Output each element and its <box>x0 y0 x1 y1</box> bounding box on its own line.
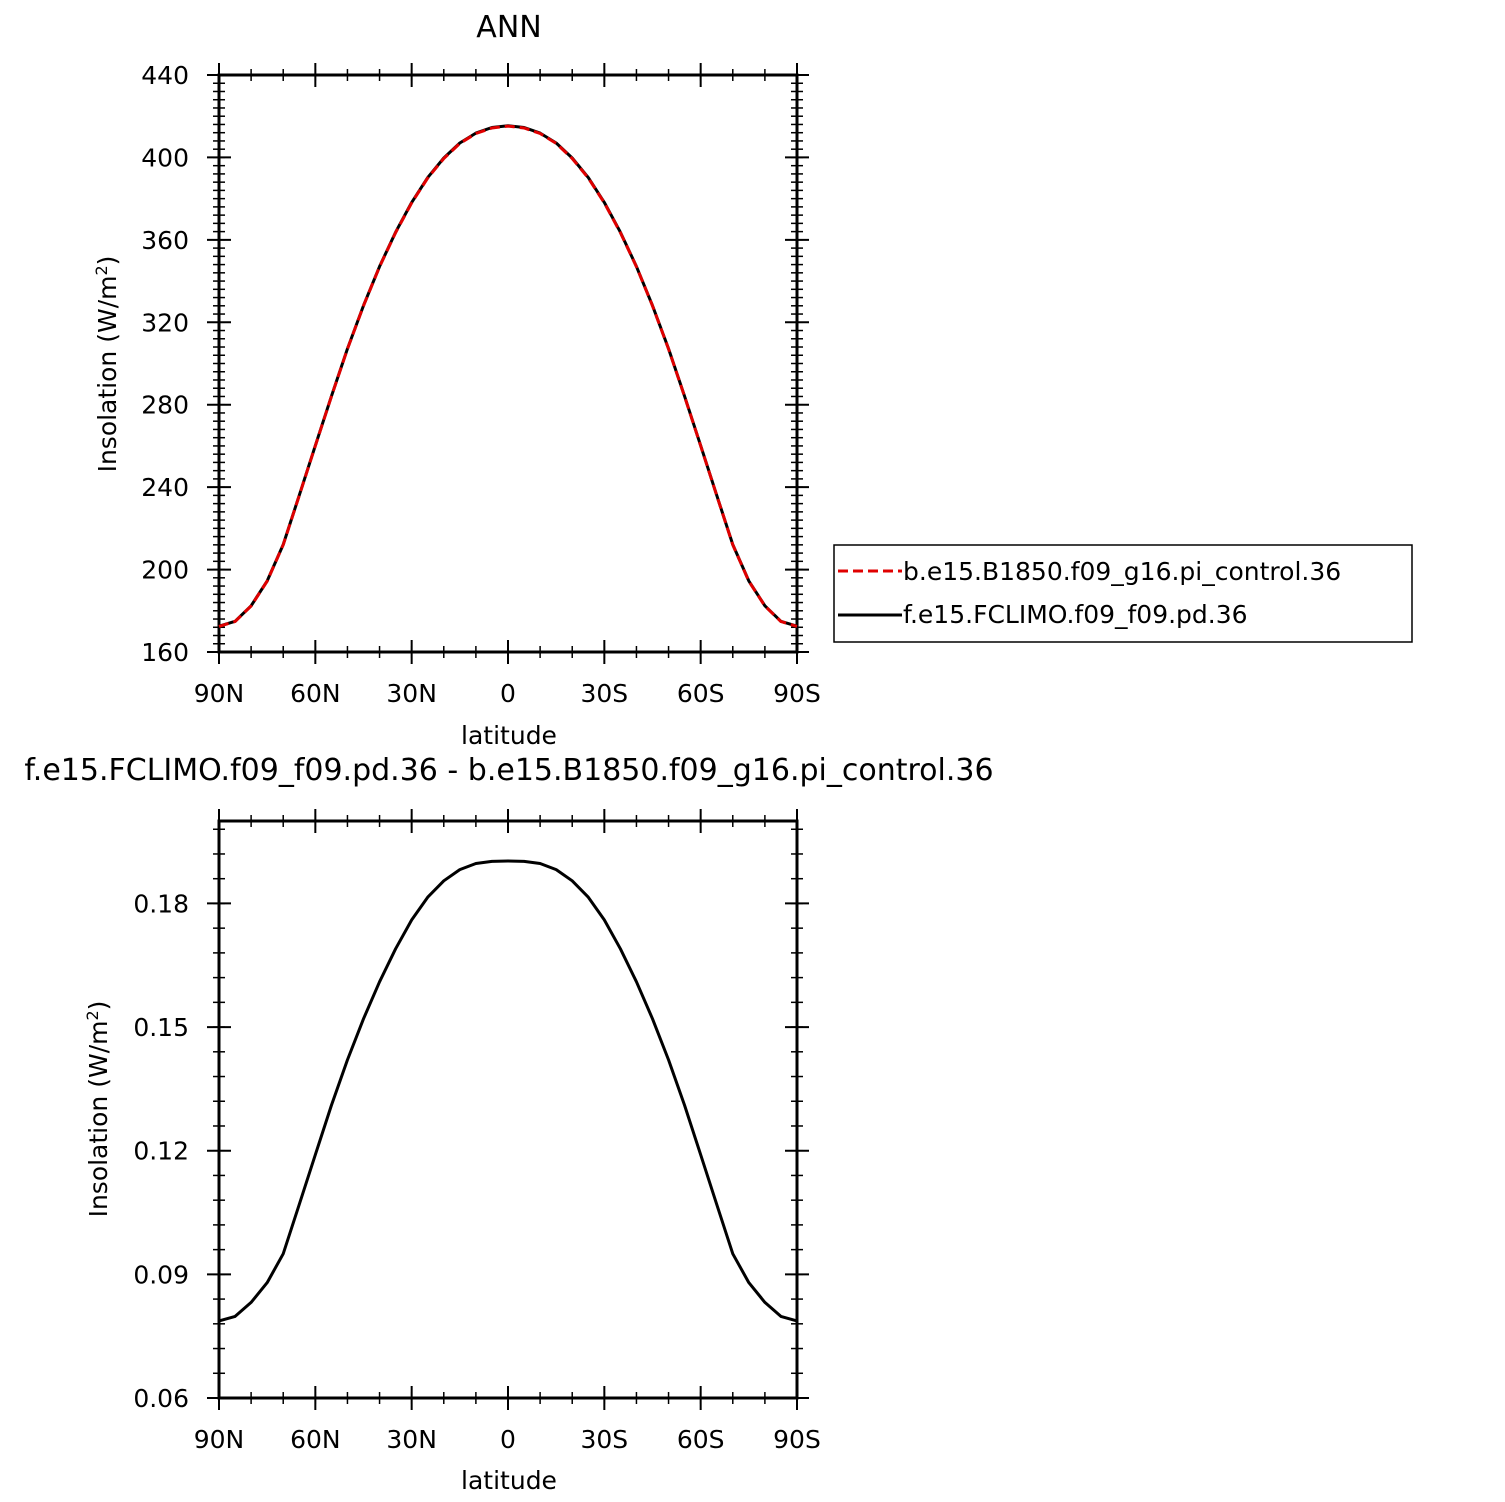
plot-frame <box>217 819 799 1400</box>
axis-ticks <box>207 63 809 664</box>
x-tick-label: 90S <box>773 1425 821 1454</box>
chart-title: f.e15.FCLIMO.f09_f09.pd.36 - b.e15.B1850… <box>24 753 993 788</box>
x-tick-label: 90N <box>194 679 245 708</box>
legend-box <box>833 544 1413 643</box>
series-line-1 <box>218 124 798 628</box>
x-tick-label: 60S <box>677 1425 725 1454</box>
y-axis-label: Insolation (W/m2) <box>92 256 122 473</box>
x-tick-label: 30N <box>386 679 437 708</box>
y-tick-label: 0.09 <box>133 1260 189 1289</box>
y-tick-label: 0.15 <box>133 1013 189 1042</box>
plot-area <box>217 819 799 1400</box>
axis-ticks <box>207 809 809 1410</box>
y-axis-label: Insolation (W/m2) <box>83 1001 113 1218</box>
series-line-0 <box>218 124 798 628</box>
plot-area <box>217 73 799 654</box>
y-axis-label-close: ) <box>93 256 122 266</box>
x-axis-label: latitude <box>461 1466 557 1495</box>
y-tick-label: 240 <box>141 473 189 502</box>
y-axis-label-text: Insolation (W/m <box>84 1021 113 1218</box>
tick-labels: 160 200 240 280 320 360 400 440 90N 60N 30N 0 30S 60S… <box>141 61 821 708</box>
chart-title: ANN <box>476 10 541 45</box>
series-line-0 <box>218 859 798 1323</box>
x-tick-label: 30S <box>580 1425 628 1454</box>
x-tick-label: 60S <box>677 679 725 708</box>
x-tick-label: 30S <box>580 679 628 708</box>
y-tick-label: 0.06 <box>133 1384 189 1413</box>
y-tick-label: 400 <box>141 143 189 172</box>
plot-frame <box>217 73 799 654</box>
y-tick-label: 440 <box>141 61 189 90</box>
y-axis-label-close: ) <box>84 1001 113 1011</box>
tick-labels: 0.06 0.09 0.12 0.15 0.18 90N 60N 30N 0 30S 60S 90S <box>133 889 821 1454</box>
insolation-chart: ANN 160 200 240 280 320 360 400 440 90N 60N 30N 0 30… <box>92 10 1413 750</box>
series-group <box>218 124 798 628</box>
y-axis-label-text: Insolation (W/m <box>93 276 122 473</box>
y-tick-label: 200 <box>141 556 189 585</box>
x-tick-label: 0 <box>500 679 516 708</box>
y-tick-label: 280 <box>141 391 189 420</box>
y-tick-label: 160 <box>141 638 189 667</box>
y-tick-label: 0.12 <box>133 1137 189 1166</box>
x-tick-label: 0 <box>500 1425 516 1454</box>
y-tick-label: 320 <box>141 308 189 337</box>
x-tick-label: 60N <box>290 1425 341 1454</box>
x-tick-label: 90N <box>194 1425 245 1454</box>
x-tick-label: 30N <box>386 1425 437 1454</box>
y-axis-label-superscript: 2 <box>92 265 111 275</box>
legend: b.e15.B1850.f09_g16.pi_control.36 f.e15.… <box>833 544 1413 643</box>
x-axis-label: latitude <box>461 721 557 750</box>
legend-label-series-1: f.e15.FCLIMO.f09_f09.pd.36 <box>903 600 1248 629</box>
legend-label-series-0: b.e15.B1850.f09_g16.pi_control.36 <box>903 557 1341 586</box>
series-group <box>218 859 798 1323</box>
x-tick-label: 60N <box>290 679 341 708</box>
y-axis-label-superscript: 2 <box>83 1010 102 1020</box>
y-tick-label: 360 <box>141 226 189 255</box>
y-tick-label: 0.18 <box>133 889 189 918</box>
x-tick-label: 90S <box>773 679 821 708</box>
difference-chart: f.e15.FCLIMO.f09_f09.pd.36 - b.e15.B1850… <box>24 753 993 1495</box>
